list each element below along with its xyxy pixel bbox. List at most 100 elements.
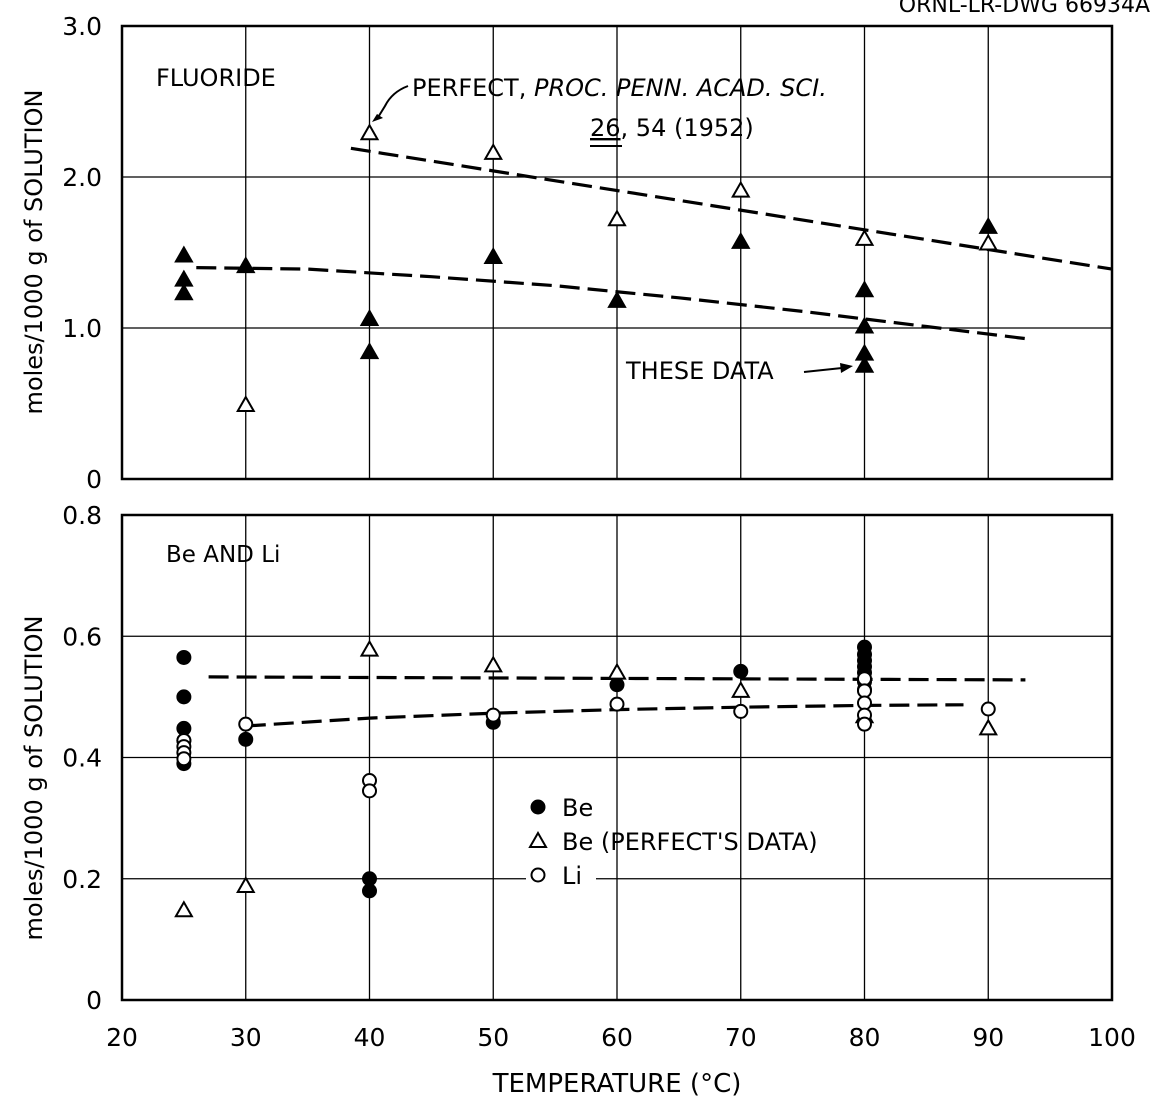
fluoride-data-points — [174, 123, 998, 413]
legend-marker-open-triangle — [528, 830, 548, 848]
be-li-y-tick-label: 0.2 — [62, 865, 102, 894]
x-axis-label: TEMPERATURE (°C) — [492, 1069, 742, 1097]
be-li-point-filled-circle — [176, 689, 192, 705]
fluoride-point-filled-triangle — [978, 216, 998, 234]
be-li-point-filled-circle — [733, 663, 749, 679]
fluoride-trend-line-2 — [350, 146, 1113, 271]
x-tick-label: 70 — [725, 1023, 757, 1052]
be-li-point-filled-circle — [362, 883, 377, 899]
fluoride-point-filled-triangle — [483, 247, 503, 265]
perfect-arrow — [376, 85, 409, 120]
be-li-point-open-circle — [238, 716, 254, 732]
fluoride-y-tick-label: 2.0 — [62, 163, 102, 192]
fluoride-point-filled-triangle — [854, 316, 875, 334]
be-li-point-filled-circle — [362, 871, 377, 887]
be-li-point-open-triangle — [731, 680, 751, 698]
fluoride-point-open-triangle — [854, 228, 875, 246]
be-li-point-open-triangle — [978, 718, 998, 736]
these-data-label: THESE DATA — [625, 357, 774, 385]
x-tick-label: 30 — [230, 1023, 262, 1052]
fluoride-y-axis-label: moles/1000 g of SOLUTION — [20, 90, 48, 415]
fluoride-point-open-triangle — [731, 180, 751, 198]
fluoride-point-filled-triangle — [731, 231, 751, 249]
be-li-point-open-circle — [857, 716, 872, 732]
fluoride-point-open-triangle — [483, 142, 503, 160]
perfect-reference-annotation: PERFECT, PROC. PENN. ACAD. SCI. 26, 54 (… — [372, 74, 827, 147]
these-data-arrow-head — [840, 363, 853, 373]
x-tick-label: 50 — [477, 1023, 509, 1052]
fluoride-point-filled-triangle — [854, 280, 875, 298]
be-li-panel: 0 0.2 0.4 0.6 0.8 20 30 40 50 60 70 80 90 100 Be AND… — [20, 501, 1136, 1052]
x-tick-label: 80 — [849, 1023, 881, 1052]
be-li-point-filled-circle — [176, 720, 192, 736]
be-li-y-tick-label: 0 — [86, 986, 102, 1015]
be-li-point-filled-circle — [238, 731, 254, 747]
legend-label: Li — [562, 862, 582, 890]
be-li-y-axis-label: moles/1000 g of SOLUTION — [20, 616, 48, 941]
x-tick-label: 100 — [1088, 1023, 1136, 1052]
x-tick-label: 90 — [972, 1023, 1004, 1052]
x-tick-label: 60 — [601, 1023, 633, 1052]
be-li-data-points — [174, 639, 998, 918]
x-tick-label: 40 — [354, 1023, 386, 1052]
fluoride-point-open-triangle — [359, 123, 380, 141]
fluoride-panel-label: FLUORIDE — [156, 64, 276, 92]
fluoride-y-tick-label: 0 — [86, 465, 102, 494]
fluoride-point-filled-triangle — [236, 256, 256, 274]
be-li-y-tick-label: 0.8 — [62, 501, 102, 530]
perfect-journal: PROC. PENN. ACAD. SCI. — [534, 74, 827, 102]
perfect-arrow-head — [372, 114, 383, 122]
fluoride-point-open-triangle — [236, 394, 256, 413]
perfect-volume: 26 — [590, 114, 621, 142]
fluoride-point-filled-triangle — [359, 308, 380, 326]
fluoride-point-open-triangle — [978, 233, 998, 251]
svg-text:PERFECT, PROC. PENN. ACAD. SCI: PERFECT, PROC. PENN. ACAD. SCI. — [412, 74, 827, 102]
be-li-point-open-triangle — [483, 655, 503, 673]
perfect-pages-year: , 54 (1952) — [621, 114, 754, 142]
legend-marker-open-circle — [530, 867, 546, 883]
be-li-point-open-circle — [609, 696, 625, 712]
be-li-y-tick-label: 0.4 — [62, 744, 102, 773]
be-li-point-open-circle — [362, 783, 377, 799]
be-li-point-open-circle — [485, 707, 501, 723]
drawing-number: ORNL-LR-DWG 66934A — [899, 0, 1150, 18]
be-li-point-open-triangle — [359, 639, 380, 657]
fluoride-plot-frame — [120, 24, 1114, 481]
be-li-point-open-circle — [857, 695, 872, 711]
be-li-point-open-circle — [733, 703, 749, 719]
be-li-point-open-triangle — [236, 876, 256, 894]
be-li-y-tick-label: 0.6 — [62, 622, 102, 651]
fluoride-point-open-triangle — [607, 209, 627, 227]
be-li-point-open-circle — [857, 671, 872, 687]
fluoride-y-tick-label: 1.0 — [62, 314, 102, 343]
perfect-label: PERFECT, — [412, 74, 534, 102]
be-li-panel-label: Be AND Li — [166, 542, 280, 568]
these-data-annotation: THESE DATA — [625, 357, 853, 385]
be-li-point-open-circle — [857, 683, 872, 699]
these-data-arrow — [803, 367, 843, 373]
x-tick-label: 20 — [106, 1023, 138, 1052]
legend-label: Be (PERFECT'S DATA) — [562, 828, 818, 856]
fluoride-y-tick-labels: 0 1.0 2.0 3.0 — [62, 12, 102, 494]
fluoride-point-filled-triangle — [174, 245, 194, 263]
fluoride-point-filled-triangle — [359, 342, 380, 360]
fluoride-point-filled-triangle — [854, 355, 875, 373]
legend-marker-filled-circle — [530, 799, 546, 815]
be-li-point-filled-circle — [176, 649, 192, 665]
be-li-point-open-triangle — [607, 662, 627, 680]
legend: Be Be (PERFECT'S DATA) Li — [526, 794, 818, 890]
x-tick-labels: 20 30 40 50 60 70 80 90 100 — [106, 1023, 1136, 1052]
be-li-plot-frame — [120, 513, 1114, 1002]
be-li-stems — [245, 515, 989, 1000]
be-li-point-open-circle — [980, 701, 996, 717]
fluoride-panel: 0 1.0 2.0 3.0 FLUORIDE moles/1000 g of SOLU… — [20, 12, 1114, 494]
svg-text:26, 54 (1952): 26, 54 (1952) — [590, 114, 754, 142]
be-li-y-tick-labels: 0 0.2 0.4 0.6 0.8 — [62, 501, 102, 1015]
be-li-point-open-circle — [176, 751, 192, 767]
legend-label: Be — [562, 794, 593, 822]
fluoride-point-filled-triangle — [174, 283, 194, 301]
fluoride-point-filled-triangle — [607, 290, 627, 308]
be-li-point-filled-circle — [609, 677, 625, 693]
be-li-point-open-triangle — [174, 900, 194, 918]
